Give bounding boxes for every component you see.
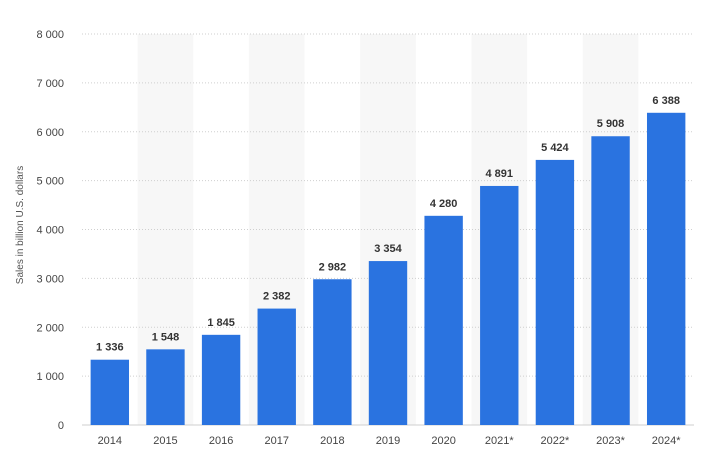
data-label: 4 891 (486, 168, 514, 180)
x-tick-label: 2014 (98, 435, 122, 447)
x-tick-label: 2017 (264, 435, 288, 447)
data-label: 2 982 (319, 261, 347, 273)
data-label: 2 382 (263, 291, 291, 303)
bar-2019[interactable] (368, 261, 408, 425)
data-label: 4 280 (430, 198, 458, 210)
bar-2021[interactable] (480, 185, 519, 425)
y-tick-label: 5 000 (36, 176, 64, 188)
data-label: 1 336 (96, 342, 124, 354)
data-label: 1 548 (152, 331, 180, 343)
x-tick-label: 2019 (376, 435, 400, 447)
x-tick-label: 2020 (431, 435, 455, 447)
y-tick-label: 3 000 (36, 273, 64, 285)
bar-2017[interactable] (257, 308, 296, 425)
data-labels: 1 336 1 548 1 845 2 382 2 982 3 354 4 280 4 891… (96, 95, 680, 354)
bar-2016[interactable] (201, 334, 241, 425)
y-tick-label: 4 000 (36, 225, 64, 237)
data-label: 6 388 (652, 95, 680, 107)
y-tick-label: 2 000 (36, 322, 64, 334)
x-tick-label: 2024* (652, 435, 681, 447)
y-axis-title: Sales in billion U.S. dollars (15, 166, 26, 284)
y-tick-label: 7 000 (36, 78, 64, 90)
bar-2015[interactable] (146, 349, 185, 425)
bar-2022[interactable] (535, 159, 575, 426)
bar-2023[interactable] (591, 136, 630, 425)
x-tick-label: 2016 (209, 435, 233, 447)
y-axis-ticks: 0 1 000 2 000 3 000 4 000 5 000 6 000 7 000 8 00… (36, 29, 64, 432)
data-label: 1 845 (207, 317, 235, 329)
bar-2020[interactable] (424, 215, 463, 425)
x-tick-label: 2023* (596, 435, 625, 447)
y-tick-label: 1 000 (36, 371, 64, 383)
x-tick-label: 2021* (485, 435, 514, 447)
y-tick-label: 0 (58, 420, 64, 432)
x-tick-label: 2015 (153, 435, 177, 447)
data-label: 5 908 (597, 118, 625, 130)
data-label: 5 424 (541, 142, 569, 154)
bars (90, 112, 686, 426)
x-axis-ticks: 2014 2015 2016 2017 2018 2019 2020 2021* 2022* 20… (98, 435, 682, 447)
bar-2014[interactable] (90, 359, 130, 425)
x-tick-label: 2022* (541, 435, 570, 447)
bar-2024[interactable] (646, 112, 686, 425)
y-tick-label: 6 000 (36, 127, 64, 139)
y-tick-label: 8 000 (36, 29, 64, 41)
x-tick-label: 2018 (320, 435, 344, 447)
bar-2018[interactable] (313, 279, 352, 425)
data-label: 3 354 (374, 243, 402, 255)
